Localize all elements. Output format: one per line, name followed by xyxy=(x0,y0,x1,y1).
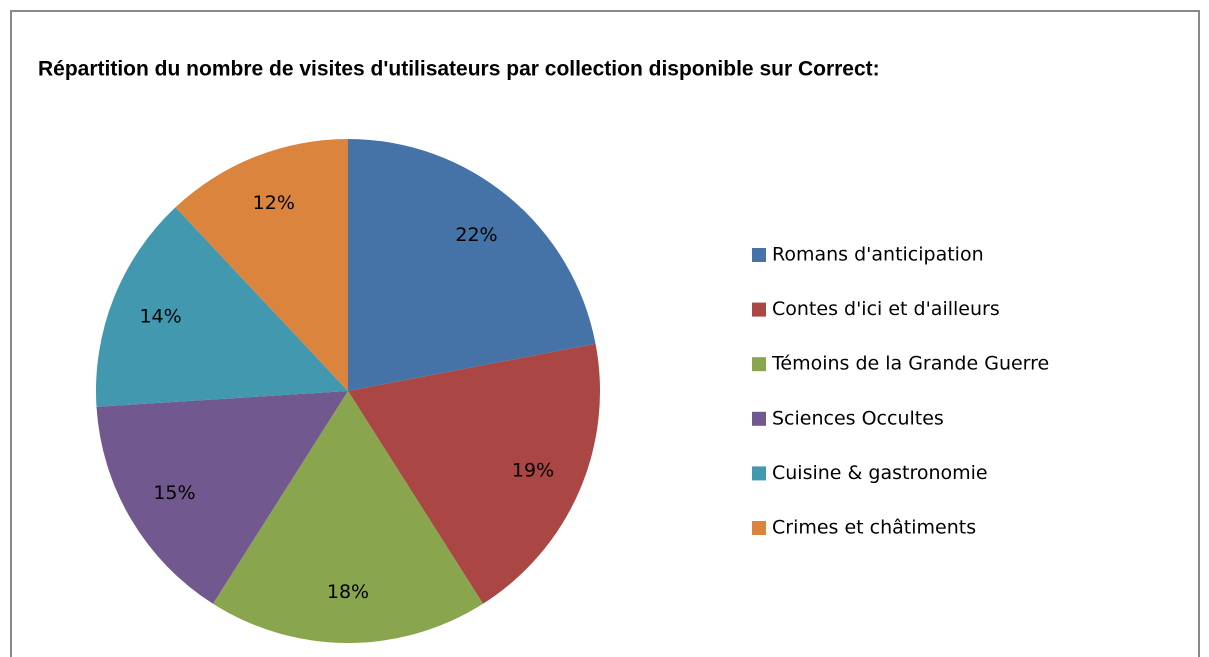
data-label: 15% xyxy=(153,482,195,504)
legend-label: Romans d'anticipation xyxy=(772,244,984,266)
chart-title: Répartition du nombre de visites d'utili… xyxy=(38,58,880,81)
legend-label: Témoins de la Grande Guerre xyxy=(771,353,1049,375)
pie-slice xyxy=(348,343,600,604)
legend-label: Crimes et châtiments xyxy=(772,517,976,539)
legend-label: Contes d'ici et d'ailleurs xyxy=(772,298,1000,320)
legend-label: Cuisine & gastronomie xyxy=(772,462,988,484)
legend-swatch xyxy=(752,521,766,535)
pie-slice xyxy=(96,391,349,604)
legend-swatch xyxy=(752,302,766,317)
legend-swatch xyxy=(752,357,766,372)
data-label: 14% xyxy=(139,305,181,327)
data-label: 18% xyxy=(327,581,369,603)
data-label: 22% xyxy=(455,224,497,246)
legend-swatch xyxy=(752,411,766,426)
legend-swatch xyxy=(752,248,766,262)
pie-slice xyxy=(175,139,348,391)
pie-slice xyxy=(95,207,348,407)
data-label: 19% xyxy=(512,460,554,482)
legend-swatch xyxy=(752,466,766,481)
pie-slice xyxy=(212,391,484,643)
legend-label: Sciences Occultes xyxy=(772,407,944,429)
data-label: 12% xyxy=(253,192,295,214)
pie-slice xyxy=(348,139,596,391)
